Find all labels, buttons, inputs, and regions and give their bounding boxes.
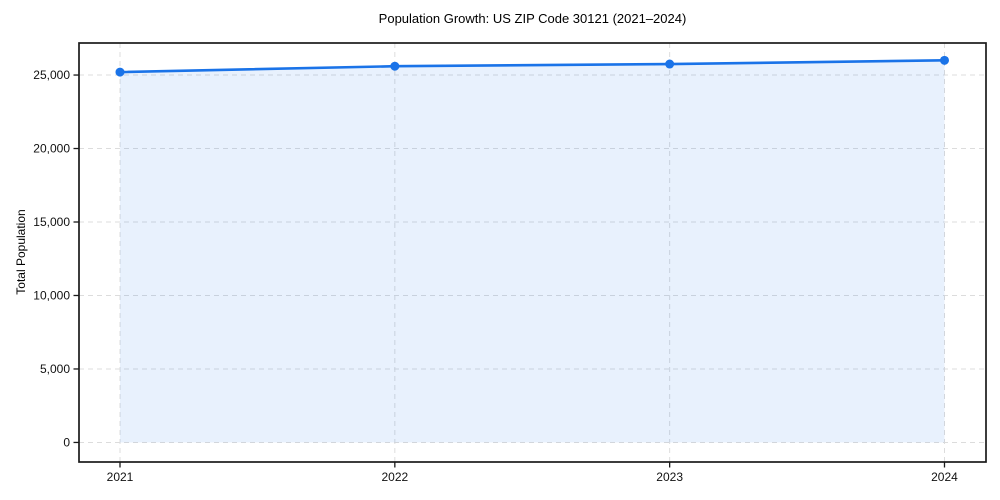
y-tick-label: 15,000 <box>33 215 70 229</box>
data-point-markers <box>115 55 949 77</box>
axes-box <box>78 42 987 463</box>
x-axis-tick-labels: 2021 2022 2023 2024 <box>107 470 959 484</box>
x-tick-label: 2024 <box>931 470 958 484</box>
data-point <box>390 61 400 71</box>
series-line <box>118 59 946 74</box>
gridlines <box>79 43 986 462</box>
series-area <box>120 60 945 443</box>
x-tick-label: 2022 <box>381 470 408 484</box>
x-tick-label: 2023 <box>656 470 683 484</box>
y-tick-label: 0 <box>63 435 70 449</box>
data-point <box>115 67 125 77</box>
y-tick-label: 10,000 <box>33 288 70 302</box>
data-point <box>665 59 675 69</box>
plot-border <box>78 42 987 463</box>
chart-title: Population Growth: US ZIP Code 30121 (20… <box>378 11 687 26</box>
axis-ticks <box>73 74 946 468</box>
x-tick-label: 2021 <box>107 470 134 484</box>
y-axis-tick-labels: 0 5,000 10,000 15,000 20,000 25,000 <box>33 68 70 449</box>
area-fill <box>120 60 945 443</box>
data-line <box>118 59 946 74</box>
y-tick-label: 20,000 <box>33 142 70 156</box>
y-tick-label: 25,000 <box>33 68 70 82</box>
y-tick-label: 5,000 <box>40 362 70 376</box>
data-point <box>939 55 949 65</box>
